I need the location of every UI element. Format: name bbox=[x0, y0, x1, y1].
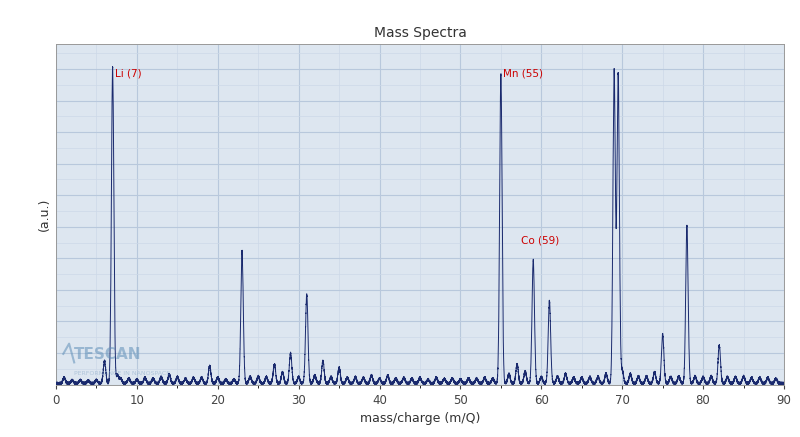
Y-axis label: (a.u.): (a.u.) bbox=[38, 198, 50, 231]
X-axis label: mass/charge (m/Q): mass/charge (m/Q) bbox=[360, 412, 480, 425]
Text: Li (7): Li (7) bbox=[115, 69, 142, 78]
Title: Mass Spectra: Mass Spectra bbox=[374, 26, 466, 40]
Text: TESCAN: TESCAN bbox=[74, 347, 142, 362]
Text: PERFORMANCE IN NANOSPACE: PERFORMANCE IN NANOSPACE bbox=[74, 371, 170, 376]
Text: Co (59): Co (59) bbox=[521, 236, 559, 246]
Text: Mn (55): Mn (55) bbox=[503, 69, 543, 78]
